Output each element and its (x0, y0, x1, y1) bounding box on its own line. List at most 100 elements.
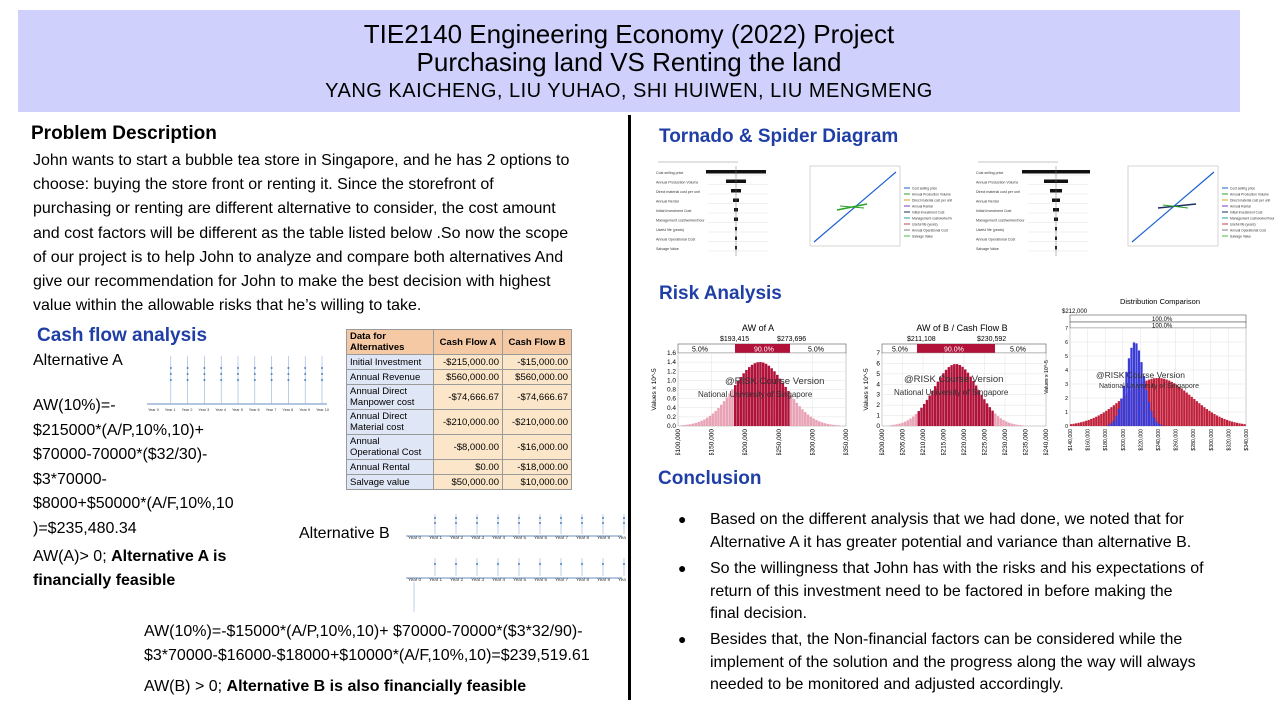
cashflow-dot (270, 367, 273, 369)
histogram-bar (1158, 378, 1161, 426)
cashflow-dot (518, 563, 520, 565)
project-title: TIE2140 Engineering Economy (2022) Proje… (363, 19, 895, 49)
table-cell: -$15,000.00 (502, 354, 572, 370)
year-label: Year 5 (513, 577, 527, 582)
y-tick-label: 3 (1065, 382, 1068, 388)
table-cell: Annual Rental (346, 459, 434, 475)
table-cell: -$74,666.67 (433, 384, 503, 410)
histogram-bar (1100, 413, 1103, 426)
problem-heading: Problem Description (31, 123, 217, 144)
histogram-bar (1240, 423, 1244, 426)
problem-text: John wants to start a bubble tea store i… (33, 149, 623, 318)
table-row: Annual Rental $0.00 -$18,000.00 (346, 459, 572, 475)
cashflow-dot (581, 517, 583, 519)
cashflow-dot (455, 517, 457, 519)
histogram-bar (1120, 398, 1123, 426)
histogram-bar (826, 423, 829, 426)
year-label: Year 4 (492, 577, 506, 582)
histogram-bar (781, 382, 785, 426)
conclusion-bold: financially feasible (33, 572, 176, 589)
year-label: Year 8 (576, 577, 590, 582)
cashflow-dot (560, 522, 562, 524)
histogram-bar (767, 365, 771, 426)
tornado-label: Direct material cost per unit (656, 190, 700, 194)
histogram-bar (983, 399, 986, 426)
cashflow-dot (220, 373, 223, 375)
histogram-bar (697, 421, 701, 426)
histogram-bar (906, 420, 910, 426)
conclusion-bold: Alternative A is (111, 548, 227, 565)
histogram-bar (1087, 419, 1090, 426)
x-tick-label: $220,000 (961, 429, 968, 455)
conclusion-line: final decision. (710, 605, 807, 622)
year-label: Year 7 (555, 535, 569, 540)
table-row: Annual Direct Material cost -$210,000.00-… (346, 409, 572, 435)
histogram-bar (703, 419, 706, 426)
histogram-bar (1002, 420, 1005, 426)
legend-label: Management cost/worker/hour (1230, 217, 1275, 221)
histogram-bar (1213, 413, 1216, 426)
table-cell: -$210,000.00 (433, 409, 503, 435)
x-tick-label: $320,000 (1226, 429, 1232, 451)
histogram-bar (1225, 419, 1229, 426)
histogram-bar (1203, 407, 1206, 426)
histogram-bar (942, 373, 945, 426)
conclusion-prefix: AW(A)> 0; (33, 548, 112, 565)
alt-b-formula: AW(10%)=-$15000*(A/P,10%,10)+ $70000-700… (144, 620, 590, 668)
histogram-bar (1198, 403, 1201, 426)
histogram-bar (1152, 417, 1156, 426)
histogram-bar (759, 362, 762, 426)
table-cell: Annual Direct Manpower cost (346, 384, 434, 410)
table-cell: $50,000.00 (433, 474, 503, 490)
tornado-label: Direct material cost per unit (976, 190, 1020, 194)
cashflow-dot (434, 563, 436, 565)
bar1-label: 100.0% (1152, 317, 1173, 323)
histogram-bar (711, 413, 715, 426)
histogram-bar (834, 425, 838, 426)
tornado-heading: Tornado & Spider Diagram (659, 126, 899, 147)
histogram-bar (798, 406, 801, 426)
histogram-bar (801, 409, 804, 426)
histogram-bar (977, 390, 981, 426)
conclusion-line: So the willingness that John has with th… (710, 560, 1204, 577)
histogram-bar (1230, 421, 1234, 426)
y-tick-label: 5 (1065, 354, 1068, 360)
p-left: 5.0% (692, 347, 708, 354)
alt-a-label: Alternative A (33, 352, 123, 369)
y-tick-label: 1.2 (667, 368, 676, 375)
histogram-bar (909, 418, 912, 426)
histogram-bar (683, 425, 687, 426)
histogram-bar (764, 363, 768, 426)
y-tick-label: 0.6 (667, 396, 676, 403)
x-tick-label: $300,000 (809, 429, 816, 455)
year-label: Year 0 (148, 408, 159, 412)
conclusion-line: return of this investment need to be fac… (710, 582, 1173, 600)
legend-label: Salvage Value (912, 235, 933, 239)
legend-label: Annual Rental (912, 205, 933, 209)
year-label: Year 10 (618, 577, 626, 582)
cashflow-dot (497, 563, 499, 565)
y-tick-label: 3 (876, 392, 880, 399)
cashflow-dot (253, 367, 256, 369)
year-label: Year 0 (408, 535, 422, 540)
y-tick-label: 1.6 (667, 350, 676, 357)
tornado-chart-b: Cost selling price Annual Production Volu… (976, 161, 1090, 256)
cashflow-dot (186, 379, 189, 381)
table-cell: Annual Revenue (346, 369, 434, 385)
risk-chart-a: AW of A $193,415 $273,696 5.0% 90.0% 5.0… (651, 323, 850, 455)
histogram-bar (1193, 398, 1196, 426)
histogram-bar (708, 415, 712, 426)
histogram-bar (1210, 412, 1214, 426)
cashflow-dot (455, 563, 457, 565)
y-tick-label: 1.4 (667, 359, 676, 366)
table-cell: -$210,000.00 (502, 409, 572, 435)
histogram-bar (728, 393, 731, 426)
histogram-bar (1122, 385, 1126, 426)
histogram-bar (787, 391, 790, 426)
legend-label: Annual Operational Cost (1230, 229, 1266, 233)
histogram-bar (700, 420, 703, 426)
histogram-bar (1155, 421, 1158, 426)
y-tick-label: 2 (876, 402, 880, 409)
histogram-bar (961, 366, 964, 426)
x-tick-label: $350,000 (843, 429, 850, 455)
